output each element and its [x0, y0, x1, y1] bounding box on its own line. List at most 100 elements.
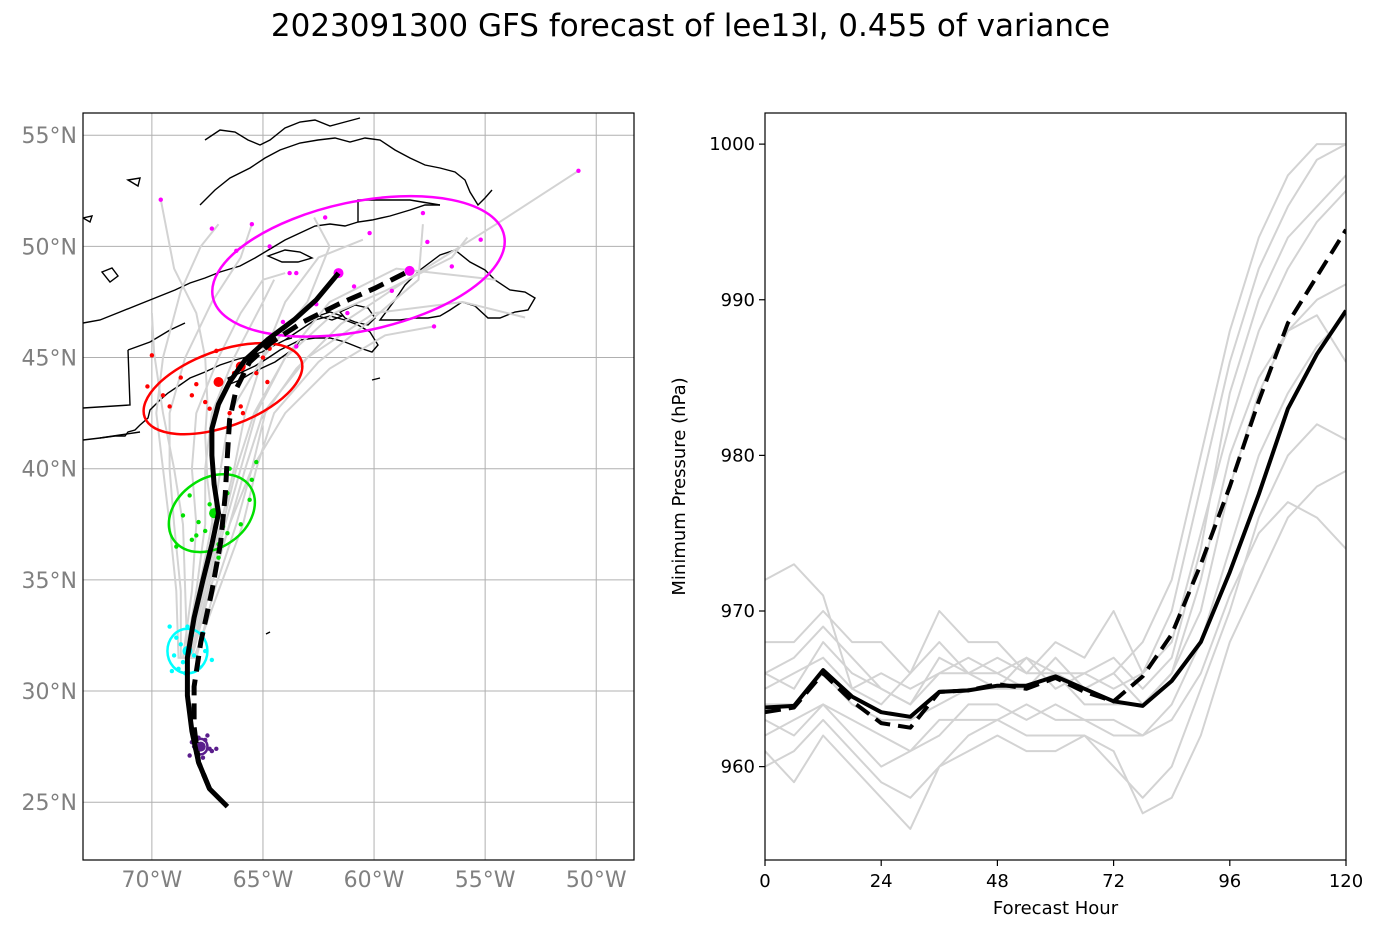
member-position-120h: [249, 221, 255, 227]
member-position-96h: [207, 406, 212, 411]
member-position-48h: [209, 657, 215, 663]
y-axis-label: Minimum Pressure (hPa): [669, 377, 690, 595]
y-tick-label: 990: [721, 290, 755, 311]
figure-title: 2023091300 GFS forecast of lee13l, 0.455…: [270, 8, 1111, 44]
member-position-96h: [189, 393, 195, 398]
map-coastlines: [83, 117, 536, 635]
member-position-24h: [200, 755, 206, 760]
member-position-72h: [225, 530, 230, 536]
member-position-120h: [425, 239, 430, 245]
y-tick-label: 980: [721, 445, 755, 466]
map-lon-tick-label: 70°W: [122, 868, 183, 893]
member-position-48h: [169, 668, 175, 674]
member-position-48h: [178, 642, 183, 647]
x-axis-label: Forecast Hour: [993, 898, 1119, 919]
member-position-120h: [294, 270, 299, 276]
map-mean-tracks: [184, 268, 411, 809]
member-position-120h: [345, 310, 350, 316]
map-lat-tick-label: 30°N: [22, 680, 77, 705]
coast-isle: [83, 215, 94, 224]
det-position-96h: [213, 377, 224, 388]
member-position-120h: [234, 248, 239, 254]
pressure-deterministic-line: [765, 228, 1346, 730]
coast-long-island: [99, 431, 141, 439]
member-position-48h: [171, 653, 177, 658]
pressure-member-line: [765, 470, 1346, 830]
member-position-96h: [145, 384, 150, 389]
member-position-120h: [294, 344, 299, 349]
x-tick-label: 96: [1218, 871, 1241, 892]
member-position-72h: [202, 528, 208, 534]
member-position-120h: [209, 226, 215, 231]
member-position-120h: [351, 284, 357, 289]
y-tick-label: 1000: [709, 134, 755, 155]
ensemble-track: [186, 267, 497, 808]
member-position-72h: [194, 533, 199, 538]
member-position-96h: [202, 399, 208, 405]
coast-gulf-st-lawrence: [284, 315, 379, 353]
coast-lake: [100, 267, 119, 283]
member-position-24h: [205, 733, 210, 738]
map-lat-tick-label: 45°N: [22, 347, 77, 372]
pressure-member-line: [765, 143, 1346, 675]
coast-bermuda: [265, 631, 271, 635]
map-lat-tick-label: 25°N: [22, 791, 77, 816]
member-position-96h: [227, 410, 232, 416]
member-position-96h: [149, 353, 155, 358]
map-lat-tick-label: 40°N: [22, 458, 77, 483]
member-position-120h: [158, 197, 163, 202]
pressure-lines: [765, 143, 1346, 830]
y-tick-label: 960: [721, 757, 755, 778]
map-frame: [82, 112, 635, 861]
member-position-120h: [478, 237, 483, 242]
map-lat-tick-label: 55°N: [22, 124, 77, 149]
deterministic-track: [191, 268, 411, 790]
member-position-48h: [202, 648, 208, 654]
pressure-member-line: [765, 143, 1346, 706]
map-lat-tick-label: 35°N: [22, 569, 77, 594]
member-position-96h: [160, 393, 166, 398]
member-position-72h: [216, 555, 221, 560]
coast-labrador: [199, 137, 493, 207]
member-position-72h: [187, 493, 192, 498]
member-position-96h: [178, 375, 183, 380]
member-position-120h: [389, 288, 395, 294]
member-position-48h: [185, 624, 190, 629]
map-lon-tick-label: 65°W: [233, 868, 294, 893]
member-position-96h: [238, 404, 243, 409]
ensemble-track: [186, 300, 526, 808]
pressure-member-line: [765, 314, 1346, 768]
member-position-120h: [449, 264, 455, 269]
pressure-member-line: [765, 423, 1346, 799]
pressure-frame: [764, 112, 1347, 861]
coast-new-england: [83, 204, 440, 324]
coast-anticosti: [266, 249, 314, 263]
member-position-48h: [191, 653, 197, 658]
map-lon-tick-label: 50°W: [566, 868, 627, 893]
map-lon-tick-label: 60°W: [344, 868, 405, 893]
member-position-96h: [254, 370, 259, 376]
member-position-120h: [322, 215, 328, 220]
det-position-120h: [404, 265, 415, 276]
member-position-48h: [174, 635, 179, 640]
member-position-72h: [180, 513, 186, 518]
ensemble-track: [186, 169, 580, 808]
pressure-member-line: [765, 501, 1346, 753]
member-position-72h: [254, 459, 259, 465]
pressure-member-line: [765, 314, 1346, 706]
coast-quebec-north: [204, 117, 361, 146]
x-tick-label: 48: [986, 871, 1009, 892]
member-position-96h: [265, 379, 270, 385]
coast-sable: [371, 377, 381, 381]
member-position-72h: [247, 497, 252, 503]
pressure-axes: 0 24 48 72 96 120 960 970 980 990 1000 Forecast Hou…: [669, 134, 1363, 919]
member-position-24h: [209, 748, 215, 754]
ensemble-track: [186, 238, 364, 808]
ensemble-track: [186, 325, 435, 808]
coast-border-3: [357, 199, 441, 222]
x-tick-label: 0: [759, 871, 770, 892]
coast-newfoundland: [378, 249, 536, 321]
member-position-72h: [249, 477, 255, 483]
member-position-72h: [174, 544, 179, 549]
member-position-24h: [202, 737, 208, 743]
